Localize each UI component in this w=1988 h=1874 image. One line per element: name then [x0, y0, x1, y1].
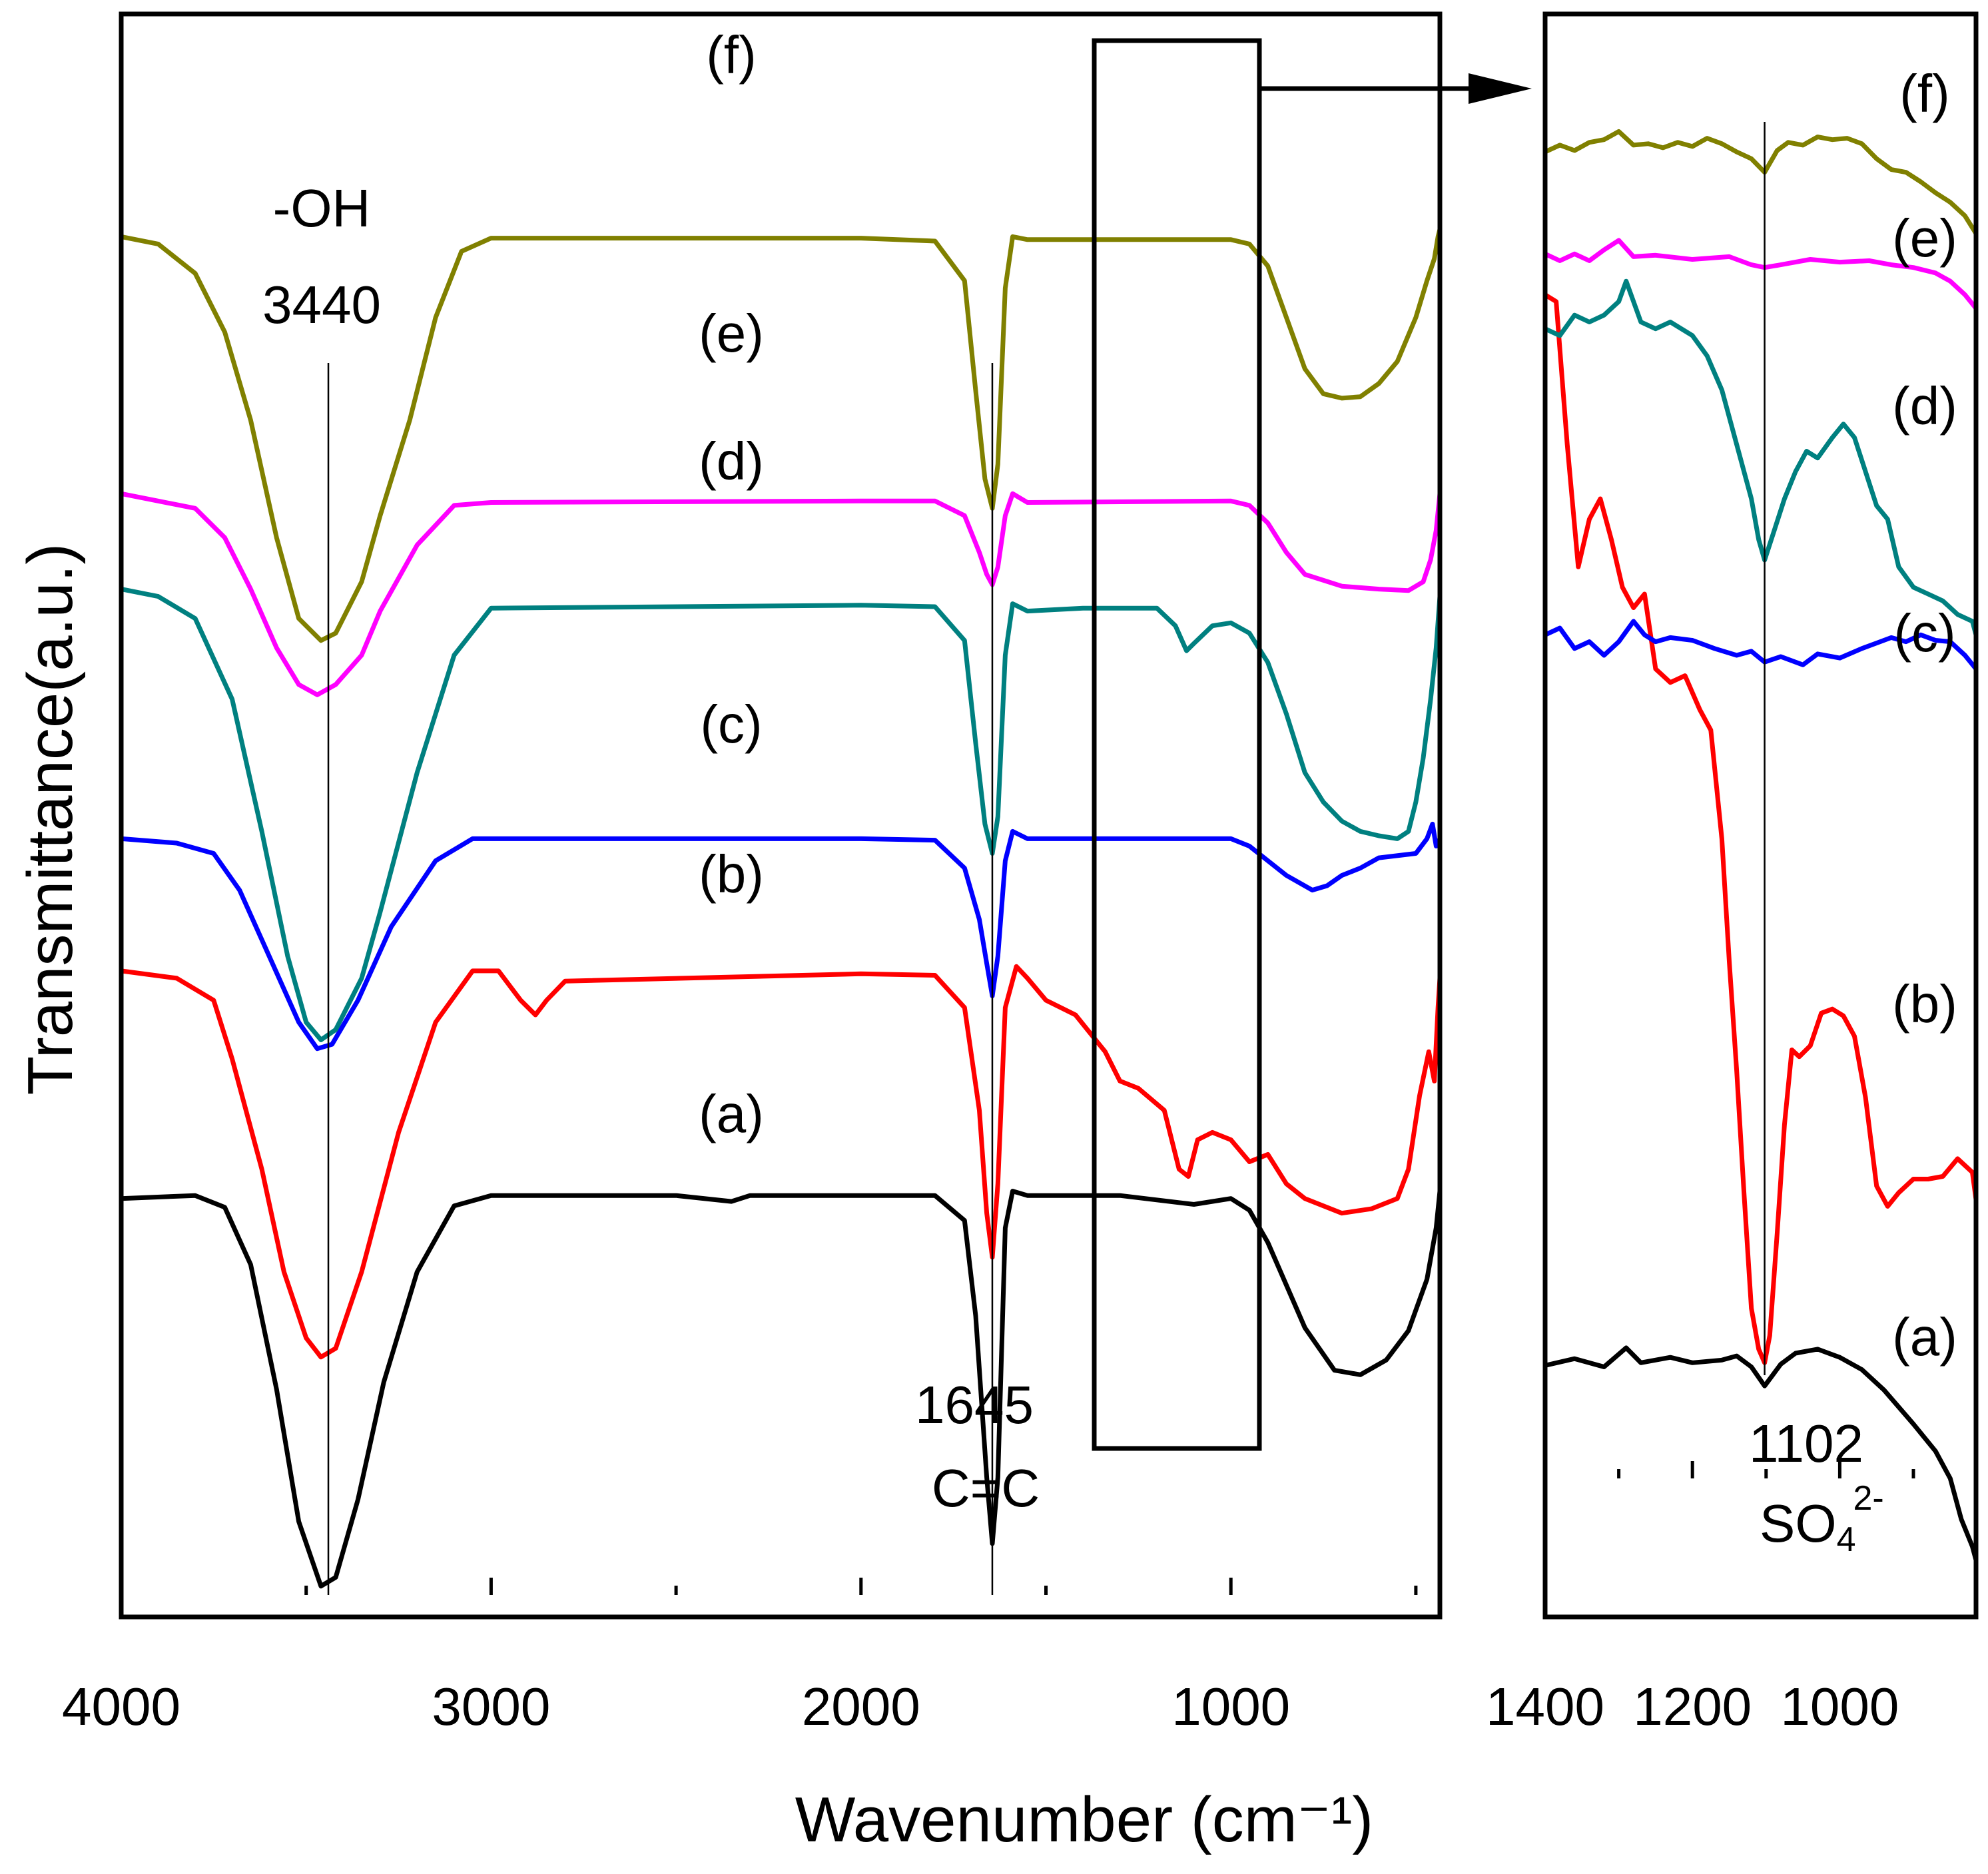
main-panel-series-labels: (a) (b) (c) (d) (e) (f) [699, 25, 764, 1143]
inset-panel-series [1542, 129, 1979, 1563]
inset-series-e [1542, 238, 1979, 311]
inset-series-c [1542, 619, 1979, 671]
main-series-label-a: (a) [699, 1084, 764, 1143]
oh-wavenumber-label: 3440 [262, 275, 381, 334]
inset-x-tick-label: 1400 [1486, 1677, 1604, 1736]
inset-series-label-c: (c) [1893, 603, 1955, 663]
main-panel-series [119, 226, 1443, 1589]
inset-series-label-a: (a) [1892, 1307, 1957, 1367]
main-panel-reference-lines [327, 363, 994, 1595]
oh-group-label: -OH [273, 178, 371, 238]
inset-series-label-d: (d) [1892, 376, 1957, 436]
inset-series-label-f: (f) [1899, 64, 1950, 123]
main-series-f [119, 226, 1443, 643]
main-series-a [119, 1189, 1443, 1589]
main-x-tick-label: 3000 [432, 1677, 550, 1736]
main-x-tick-label: 4000 [62, 1677, 180, 1736]
main-x-tick-label: 2000 [802, 1677, 920, 1736]
inset-panel-frame [1542, 11, 1979, 1620]
main-panel-ticks: 4000 3000 2000 1000 [62, 1578, 1418, 1736]
inset-x-tick-label: 1000 [1780, 1677, 1899, 1736]
inset-panel-series-labels: (a) (b) (c) (d) (e) (f) [1892, 64, 1957, 1367]
inset-x-tick-label: 1200 [1633, 1677, 1752, 1736]
sulfate-group-label: SO42- [1760, 1479, 1884, 1559]
main-x-tick-label: 1000 [1171, 1677, 1290, 1736]
inset-series-label-e: (e) [1892, 208, 1957, 268]
zoom-arrow [1259, 73, 1532, 104]
main-series-e [119, 491, 1443, 697]
main-series-c [119, 821, 1443, 1052]
main-series-label-b: (b) [699, 844, 764, 904]
sulfate-group-superscript: 2- [1853, 1479, 1884, 1518]
inset-series-b [1542, 292, 1979, 1365]
main-series-b [119, 964, 1443, 1360]
inset-series-label-b: (b) [1892, 974, 1957, 1034]
inset-series-a [1542, 1345, 1979, 1563]
main-series-d [119, 587, 1443, 1042]
sulfate-group-base: SO [1760, 1494, 1837, 1553]
cc-wavenumber-label: 1645 [915, 1375, 1034, 1434]
x-axis-title: Wavenumber (cm⁻¹) [795, 1784, 1374, 1855]
inset-series-d [1542, 278, 1979, 637]
main-series-label-e: (e) [699, 304, 764, 363]
main-panel-frame [119, 11, 1443, 1620]
y-axis-title: Transmittance(a.u.) [15, 543, 86, 1095]
main-series-label-d: (d) [699, 432, 764, 491]
main-series-label-f: (f) [706, 25, 757, 85]
inset-panel-ticks: 1400 1200 1000 [1486, 1461, 1915, 1736]
cc-group-label: C=C [932, 1458, 1040, 1518]
main-series-label-c: (c) [700, 695, 762, 754]
sulfate-wavenumber-label: 1102 [1749, 1414, 1863, 1473]
zoom-region-box [1092, 38, 1262, 1451]
sulfate-group-subscript: 4 [1837, 1520, 1856, 1559]
